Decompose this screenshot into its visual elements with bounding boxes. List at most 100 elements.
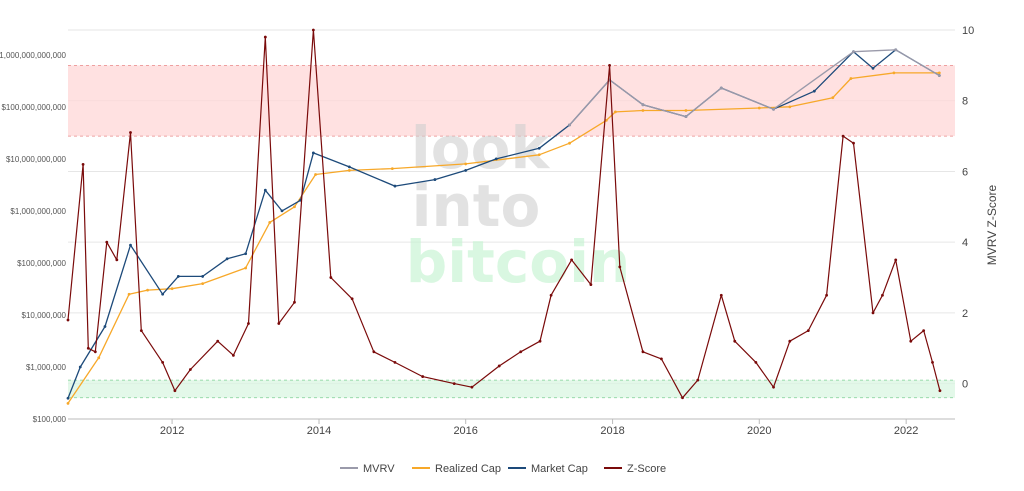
right-axis-title: MVRV Z-Score [985,184,999,265]
data-point [66,396,70,400]
data-point [849,77,853,80]
legend-label: Realized Cap [435,463,501,475]
right-tick-label: 6 [962,166,968,178]
left-tick-label: 1,000,000,000,000 [0,51,67,60]
left-tick-label: $10,000,000 [22,311,67,320]
data-point [892,71,896,75]
data-point [452,382,456,386]
x-tick-label: 2022 [894,425,918,437]
data-point [173,389,177,393]
data-point [244,266,248,270]
data-point [871,66,875,70]
data-point [757,106,761,110]
data-point [806,329,810,332]
data-point [696,378,700,382]
data-point [570,258,573,262]
data-point [754,361,758,364]
data-point [788,339,792,343]
data-point [464,162,468,166]
data-point [788,105,792,109]
data-point [537,153,541,157]
right-tick-label: 0 [962,379,968,391]
legend: MVRV Realized Cap Market Cap Z-Score [340,463,666,475]
data-point [852,50,855,54]
legend-item-z-score[interactable]: Z-Score [604,463,666,475]
legend-item-mvrv[interactable]: MVRV [340,463,395,475]
x-tick-label: 2014 [307,425,331,437]
data-point [733,339,737,343]
x-axis-ticks: 2012 2014 2016 2018 2020 2022 [160,419,918,437]
data-point [247,322,250,325]
left-tick-label: $100,000 [33,415,67,424]
data-point [311,151,315,155]
right-tick-label: 8 [962,96,968,108]
watermark-logo: look into bitcoin [406,114,631,296]
x-tick-label: 2012 [160,425,184,437]
data-point [280,209,284,213]
data-point [105,240,109,244]
left-tick-label: $10,000,000,000 [6,155,67,164]
data-point [470,385,474,389]
series-line [67,49,940,399]
data-point [568,123,571,127]
watermark-line-2: into [412,172,541,240]
data-point [464,169,468,172]
data-point [263,188,267,192]
right-axis-ticks: 0 2 4 6 8 10 [962,25,974,391]
data-point [538,339,542,343]
data-point [852,141,855,145]
data-point [216,339,220,343]
data-point [201,282,205,286]
legend-item-realized-cap[interactable]: Realized Cap [412,463,501,475]
data-point [519,350,523,354]
data-point [86,346,90,350]
data-point [277,322,281,325]
data-point [244,252,248,256]
data-point [139,329,143,332]
series-realized-cap [66,71,941,405]
data-point [188,368,192,371]
data-point [390,167,394,171]
data-point [719,293,723,297]
right-tick-label: 10 [962,25,974,37]
data-point [81,162,85,166]
data-point [268,221,272,224]
data-point [909,339,913,343]
data-point [78,365,82,369]
data-point [641,350,645,354]
legend-item-market-cap[interactable]: Market Cap [508,463,588,475]
data-point [129,131,132,134]
data-point [161,292,165,296]
data-point [115,258,119,262]
data-point [825,293,828,297]
series-mvrv [568,48,941,127]
data-point [568,141,571,145]
data-point [831,96,835,100]
legend-label: Z-Score [627,463,666,475]
left-tick-label: $1,000,000 [26,363,67,372]
x-tick-label: 2016 [453,425,477,437]
right-tick-label: 2 [962,308,968,320]
watermark-line-1: look [411,114,551,182]
data-point [263,35,267,39]
data-point [922,329,926,332]
data-point [881,293,884,297]
left-axis-ticks: $100,000 $1,000,000 $10,000,000 $100,000,00… [0,51,67,424]
left-tick-label: $100,000,000 [17,259,66,268]
data-point [937,74,941,77]
legend-label: MVRV [363,463,395,475]
data-point [497,364,501,368]
valuation-bands [68,64,955,399]
data-point [589,283,593,287]
data-point [311,28,315,32]
data-point [350,297,354,301]
data-point [129,243,132,247]
band-undervalued [68,380,955,398]
right-tick-label: 4 [962,237,968,249]
data-point [660,357,663,361]
data-point [231,353,235,357]
data-point [894,258,898,262]
data-point [66,401,70,405]
data-point [772,385,775,389]
